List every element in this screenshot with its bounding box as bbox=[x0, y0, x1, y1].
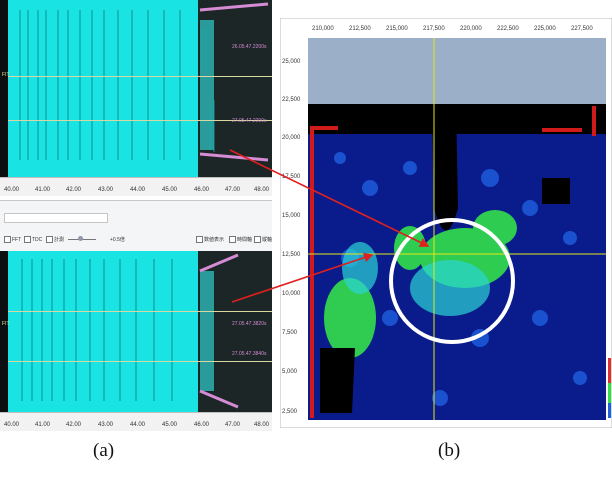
x-tick: 212,500 bbox=[349, 26, 371, 32]
x-tick: 40.00 bbox=[4, 187, 20, 193]
y-tick: 5,000 bbox=[282, 369, 298, 375]
x-tick: 44.00 bbox=[130, 422, 146, 428]
y-tick: 7,500 bbox=[282, 330, 298, 336]
empty-region bbox=[308, 38, 606, 104]
x-tick: 43.00 bbox=[98, 187, 114, 193]
zoom-slider-handle[interactable] bbox=[78, 236, 83, 241]
x-tick: 222,500 bbox=[497, 26, 519, 32]
y-axis-label: FIT bbox=[2, 72, 10, 78]
time-axis: 40.00 41.00 42.00 43.00 44.00 45.00 46.0… bbox=[0, 177, 272, 196]
level-cursor-line bbox=[8, 311, 272, 312]
dark-corner bbox=[320, 348, 355, 413]
level-cursor-line bbox=[8, 120, 272, 121]
numeric-display-toggle[interactable]: 数値表示 bbox=[196, 236, 224, 244]
time-axis: 40.00 41.00 42.00 43.00 44.00 45.00 46.0… bbox=[0, 412, 272, 431]
y-tick: 2,500 bbox=[282, 409, 298, 415]
bottom-waveform-view[interactable]: 27.05.47.3820s 27.05.47.3840s FIT 40.00 … bbox=[0, 251, 272, 431]
x-tick: 47.00 bbox=[225, 187, 241, 193]
measure-toggle[interactable]: 計測 bbox=[46, 236, 64, 244]
x-tick: 217,500 bbox=[423, 26, 445, 32]
x-tick: 225,000 bbox=[534, 26, 556, 32]
x-tick: 44.00 bbox=[130, 187, 146, 193]
caption-b: (b) bbox=[438, 440, 461, 461]
y-tick: 10,000 bbox=[282, 291, 301, 297]
x-tick: 227,500 bbox=[571, 26, 593, 32]
x-tick: 46.00 bbox=[194, 187, 210, 193]
x-tick: 48.00 bbox=[254, 422, 270, 428]
x-tick: 40.00 bbox=[4, 422, 20, 428]
zoom-value: +0.5倍 bbox=[110, 237, 125, 243]
tab-bar-field[interactable] bbox=[4, 213, 108, 223]
x-tick: 46.00 bbox=[194, 422, 210, 428]
time-axis-toggle[interactable]: 時間軸 bbox=[229, 236, 252, 244]
y-axis-label: FIT bbox=[2, 321, 10, 327]
vertical-axis-toggle[interactable]: 縦軸 bbox=[254, 236, 272, 244]
x-tick: 41.00 bbox=[35, 422, 51, 428]
timestamp-label: 26.05.47.2200s bbox=[232, 44, 267, 50]
x-tick: 45.00 bbox=[162, 422, 178, 428]
level-cursor-line bbox=[8, 361, 272, 362]
y-tick: 17,500 bbox=[282, 174, 301, 180]
arrow-bottom-to-map bbox=[231, 252, 374, 303]
timestamp-label: 27.05.47.2200s bbox=[232, 118, 267, 124]
y-tick: 25,000 bbox=[282, 59, 301, 65]
y-tick: 15,000 bbox=[282, 213, 301, 219]
timestamp-label: 27.05.47.3820s bbox=[232, 321, 267, 327]
y-tick: 12,500 bbox=[282, 252, 301, 258]
x-tick: 45.00 bbox=[162, 187, 178, 193]
top-waveform-view[interactable]: 26.05.47.2200s 27.05.47.2200s FIT 40.00 … bbox=[0, 0, 272, 196]
x-tick: 42.00 bbox=[66, 422, 82, 428]
waveform-area bbox=[8, 251, 198, 413]
panel-b: 210,000 212,500 215,000 217,500 220,000 … bbox=[280, 18, 612, 428]
dark-notch bbox=[432, 104, 458, 231]
tdc-toggle[interactable]: TDC bbox=[24, 236, 42, 243]
heatmap-plot[interactable] bbox=[308, 38, 611, 420]
fft-toggle[interactable]: FFT bbox=[4, 236, 21, 243]
panel-a: 26.05.47.2200s 27.05.47.2200s FIT 40.00 … bbox=[0, 0, 272, 431]
x-tick: 42.00 bbox=[66, 187, 82, 193]
x-tick: 210,000 bbox=[312, 26, 334, 32]
arrow-top-to-map bbox=[229, 149, 430, 247]
waveform-area bbox=[8, 0, 198, 178]
x-tick: 48.00 bbox=[254, 187, 270, 193]
waveform-tail-area bbox=[198, 0, 272, 178]
highlight-circle bbox=[389, 218, 515, 344]
x-tick: 41.00 bbox=[35, 187, 51, 193]
x-tick: 47.00 bbox=[225, 422, 241, 428]
caption-a: (a) bbox=[93, 440, 115, 461]
dark-spot bbox=[542, 178, 570, 204]
y-tick: 20,000 bbox=[282, 135, 301, 141]
level-cursor-line bbox=[8, 76, 272, 77]
x-tick: 215,000 bbox=[386, 26, 408, 32]
x-tick: 43.00 bbox=[98, 422, 114, 428]
timestamp-label: 27.05.47.3840s bbox=[232, 351, 267, 357]
x-tick: 220,000 bbox=[460, 26, 482, 32]
y-tick: 22,500 bbox=[282, 97, 301, 103]
